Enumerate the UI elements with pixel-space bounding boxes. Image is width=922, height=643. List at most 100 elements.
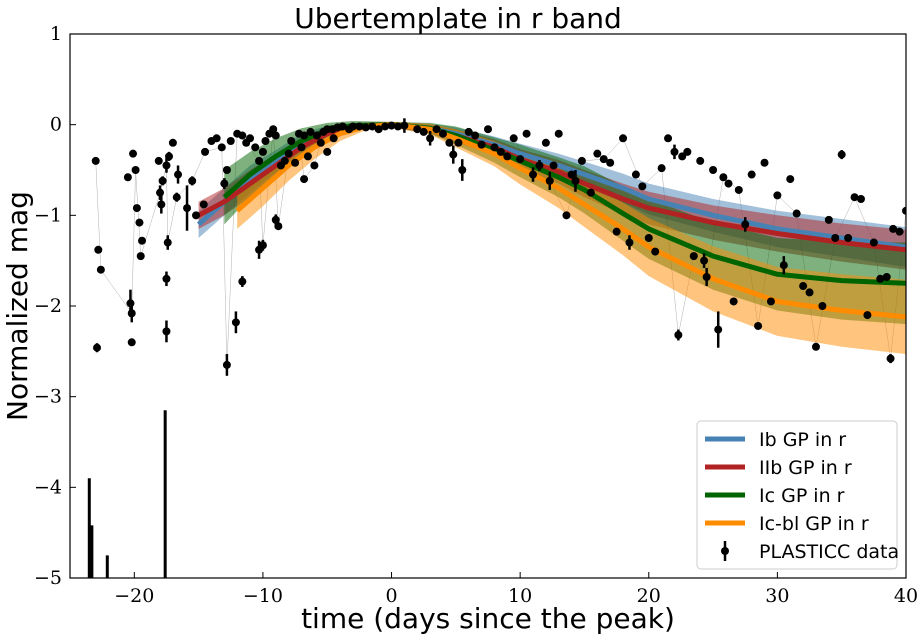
data-point <box>651 247 660 256</box>
data-point <box>902 206 906 215</box>
y-axis-label: Normalized mag <box>1 191 34 421</box>
data-point <box>419 127 428 136</box>
point-marker <box>869 238 878 247</box>
point-marker <box>413 125 422 134</box>
legend-entry: Ic GP in r <box>705 485 845 507</box>
data-point <box>393 122 402 131</box>
data-point <box>571 170 580 192</box>
data-point <box>338 122 347 131</box>
data-point <box>157 195 166 214</box>
data-point <box>760 158 769 167</box>
data-point <box>464 127 473 136</box>
data-point <box>246 134 255 143</box>
data-point <box>719 173 728 182</box>
point-marker <box>709 166 718 174</box>
data-point <box>562 211 571 220</box>
trace-line <box>777 195 797 214</box>
point-marker <box>374 125 383 134</box>
trace-line <box>166 165 168 243</box>
y-tick-label: −4 <box>34 476 62 498</box>
point-marker <box>882 272 891 281</box>
data-point <box>323 147 332 156</box>
data-point <box>754 321 763 330</box>
data-point <box>516 155 525 164</box>
data-point <box>689 252 698 261</box>
point-marker <box>212 134 221 143</box>
point-marker <box>255 156 264 165</box>
data-point <box>94 245 103 254</box>
point-marker <box>567 170 576 179</box>
trace-line <box>131 169 136 314</box>
data-point <box>471 131 480 140</box>
point-marker <box>625 238 634 247</box>
trace-line <box>167 197 177 243</box>
point-marker <box>545 176 554 185</box>
point-marker <box>844 234 853 242</box>
point-marker <box>689 252 698 261</box>
plot-area <box>87 118 906 578</box>
point-marker <box>747 170 756 179</box>
point-marker <box>280 156 289 165</box>
data-point <box>306 127 315 136</box>
data-point <box>612 227 621 236</box>
data-point <box>638 182 647 191</box>
point-marker <box>638 182 647 191</box>
data-point <box>805 288 814 297</box>
data-point <box>670 144 679 160</box>
point-marker <box>162 274 171 283</box>
data-point <box>251 143 260 152</box>
point-marker <box>438 129 447 138</box>
point-marker <box>824 215 833 224</box>
point-marker <box>886 354 895 363</box>
data-point <box>599 155 608 164</box>
point-marker <box>158 176 167 185</box>
point-marker <box>338 122 347 131</box>
data-point <box>490 143 499 152</box>
data-point <box>154 156 163 165</box>
point-marker <box>316 138 325 147</box>
point-marker <box>226 136 235 145</box>
point-marker <box>323 147 332 156</box>
x-axis-label: time (days since the peak) <box>301 602 675 635</box>
data-point <box>696 156 705 165</box>
point-marker <box>300 175 309 184</box>
x-tick-label: 30 <box>765 585 789 607</box>
legend-label: Ib GP in r <box>759 429 846 451</box>
data-point <box>156 185 165 200</box>
data-point <box>593 149 602 158</box>
point-marker <box>454 138 463 147</box>
data-point <box>644 234 653 242</box>
legend-entry: IIb GP in r <box>705 457 852 479</box>
point-marker <box>96 265 105 274</box>
point-marker <box>157 200 166 209</box>
data-point <box>269 125 278 134</box>
data-point <box>811 342 820 351</box>
data-point <box>484 125 492 134</box>
data-point <box>724 179 733 188</box>
point-marker <box>773 191 782 200</box>
data-point <box>129 149 138 158</box>
point-marker <box>291 158 300 167</box>
point-marker <box>348 122 357 131</box>
point-marker <box>619 134 628 143</box>
point-marker <box>902 206 906 215</box>
point-marker <box>131 166 140 174</box>
data-point <box>381 122 390 131</box>
data-point <box>387 121 396 130</box>
data-point <box>549 161 558 170</box>
data-point <box>168 138 177 147</box>
data-point <box>477 140 486 149</box>
data-point <box>162 158 171 173</box>
point-marker <box>426 134 435 143</box>
point-marker <box>837 150 846 159</box>
data-point <box>445 138 454 147</box>
data-point <box>683 147 692 156</box>
point-marker <box>484 125 492 134</box>
data-point <box>678 152 687 161</box>
point-marker <box>702 272 711 281</box>
point-marker <box>168 138 177 147</box>
data-point <box>158 176 167 186</box>
data-point <box>291 158 300 167</box>
data-point <box>503 152 512 161</box>
data-point <box>255 156 264 165</box>
